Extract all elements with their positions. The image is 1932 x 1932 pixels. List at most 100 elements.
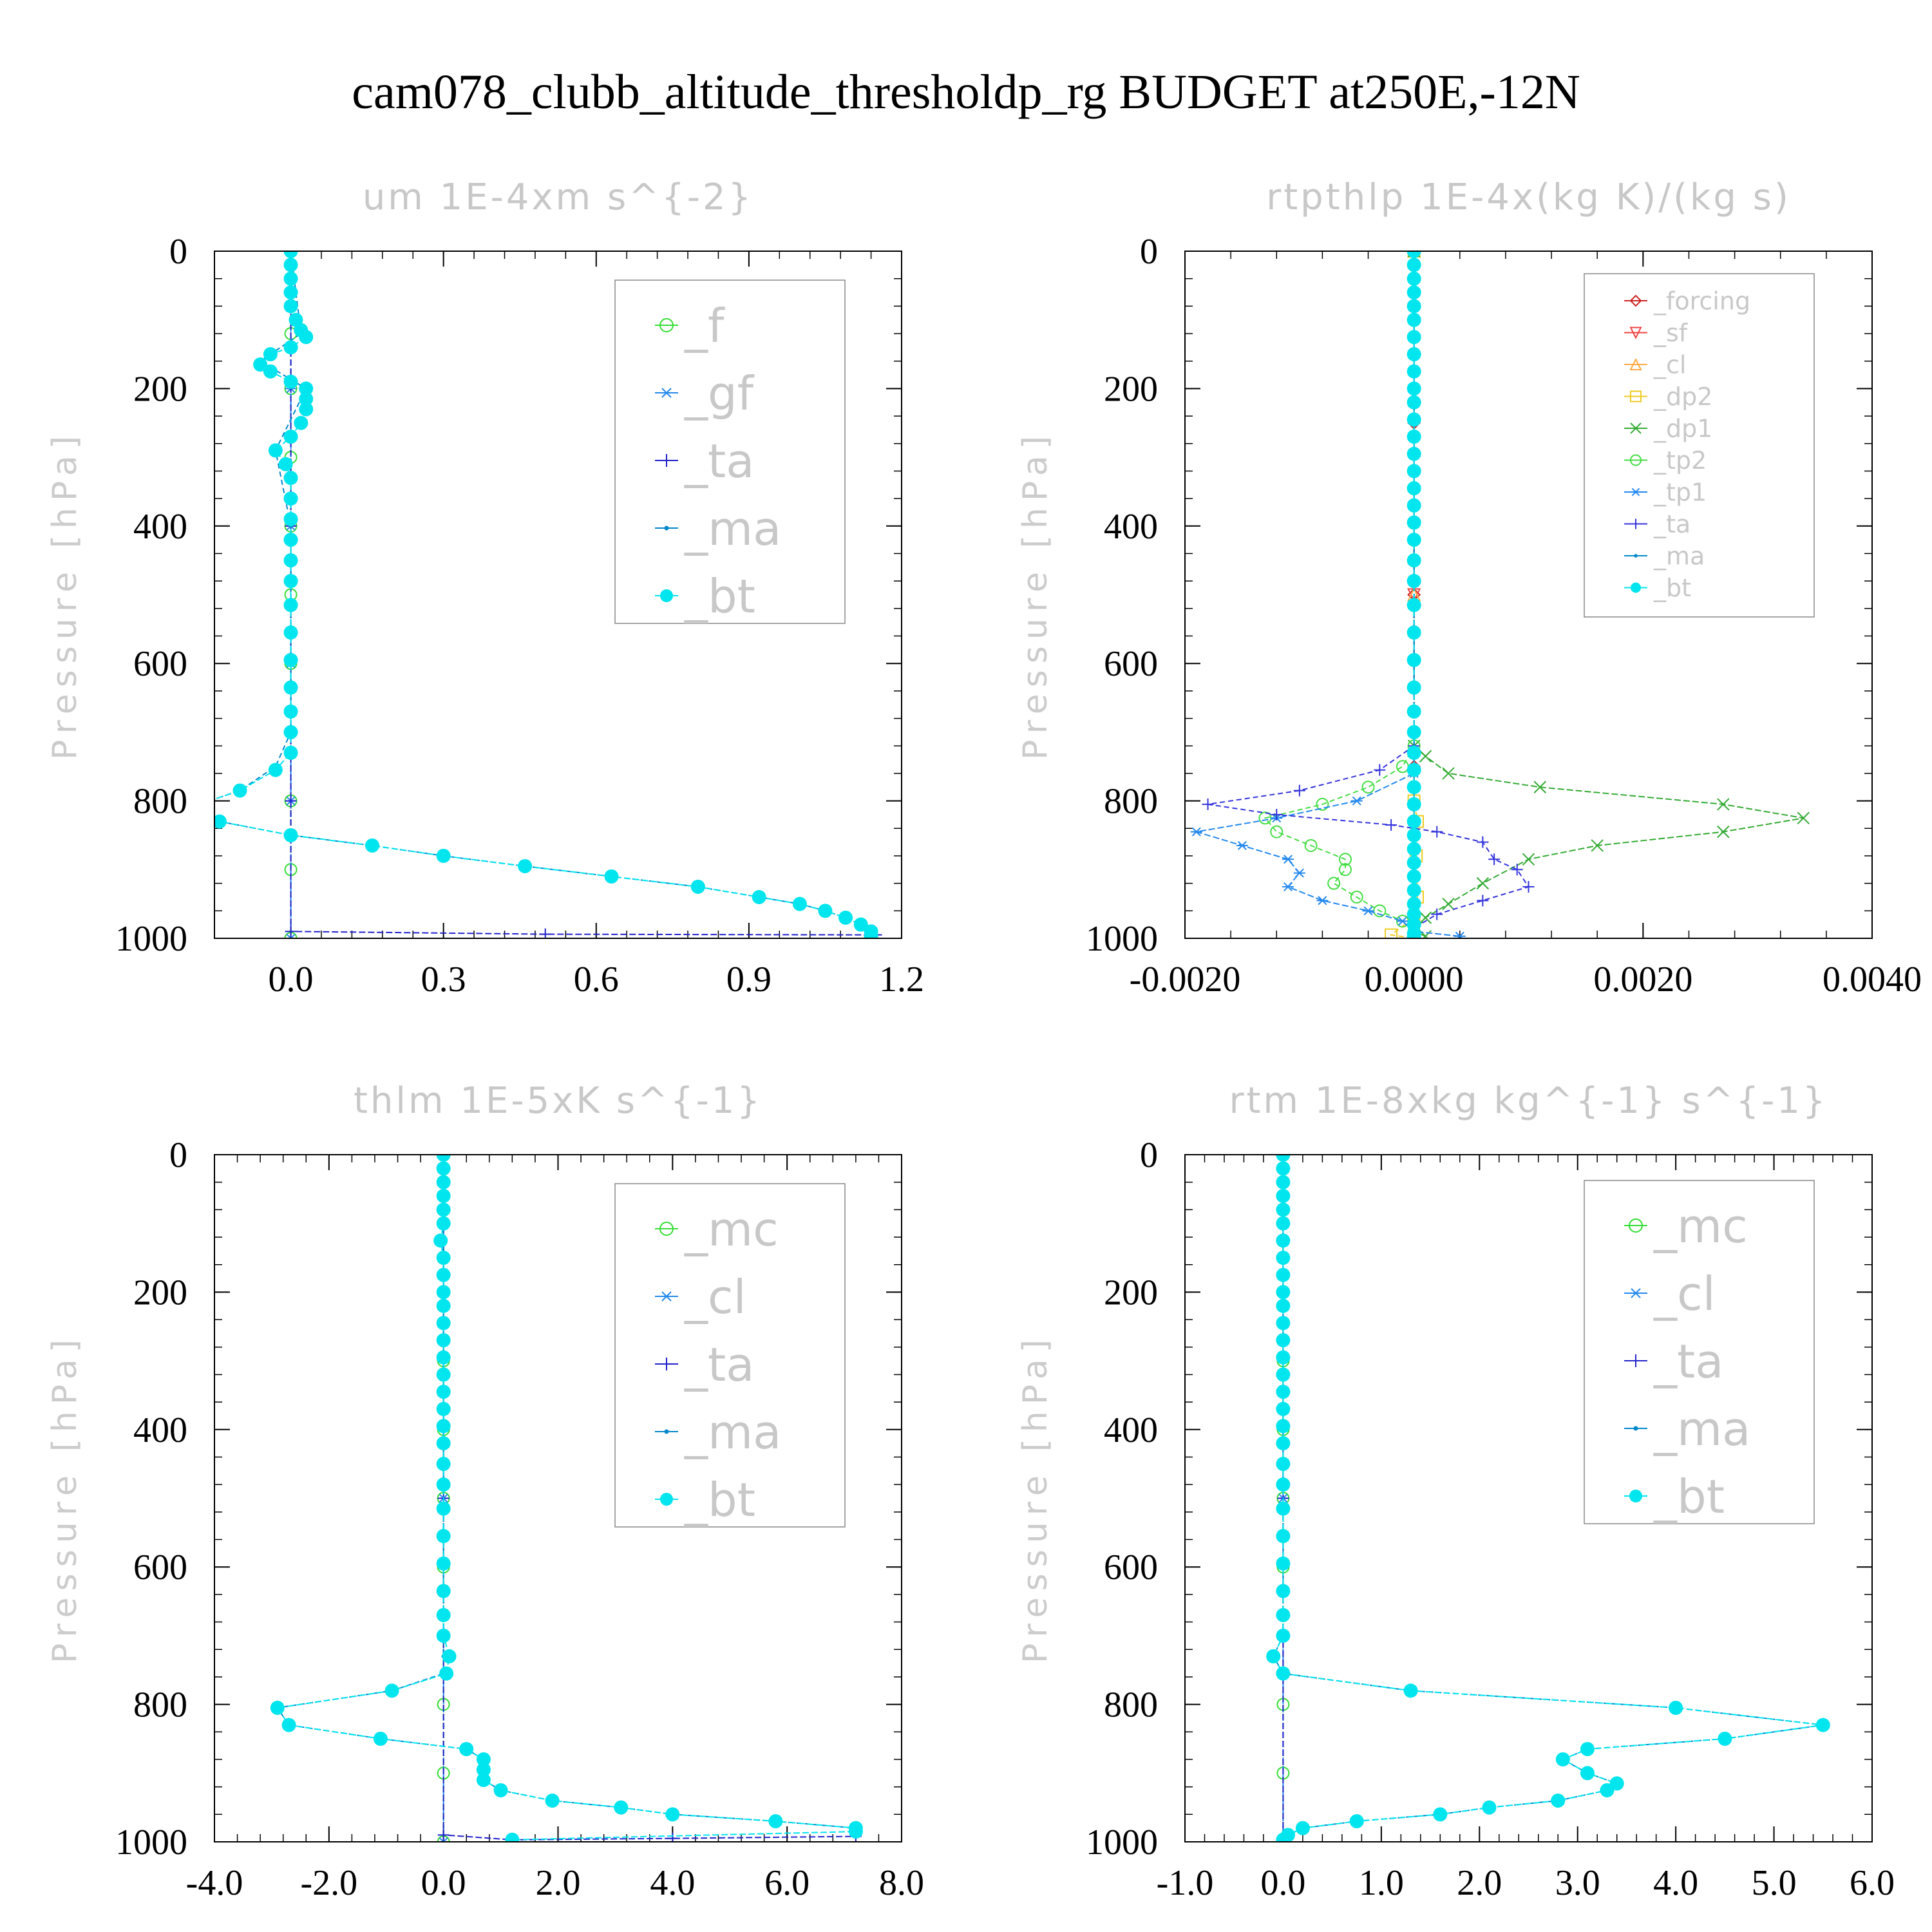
x-tick-label: 0.0 bbox=[1260, 1863, 1305, 1903]
y-axis-label: Pressure [hPa] bbox=[1016, 1333, 1055, 1663]
legend-marker bbox=[664, 1429, 669, 1434]
data-point bbox=[1433, 1807, 1448, 1822]
x-tick-label: 1.0 bbox=[1359, 1863, 1404, 1903]
data-point bbox=[1717, 825, 1730, 838]
data-point bbox=[436, 1285, 451, 1300]
data-point bbox=[436, 1501, 451, 1516]
legend-label: _mc bbox=[1653, 1199, 1748, 1253]
data-point bbox=[283, 625, 298, 640]
data-point bbox=[1271, 808, 1283, 820]
data-point bbox=[436, 1333, 451, 1348]
series-bt bbox=[214, 251, 878, 938]
data-point bbox=[1406, 797, 1421, 811]
data-point bbox=[436, 1316, 451, 1331]
data-point bbox=[1406, 395, 1421, 410]
panel-title: thlm 1E-5xK s^{-1} bbox=[354, 1080, 762, 1122]
y-tick-label: 1000 bbox=[1086, 1823, 1158, 1862]
plot-area bbox=[270, 1155, 863, 1842]
legend-label: _ta bbox=[684, 1338, 754, 1392]
data-point bbox=[436, 1401, 451, 1416]
data-point bbox=[1406, 907, 1421, 922]
data-point bbox=[283, 553, 298, 568]
legend-marker bbox=[1629, 327, 1642, 339]
data-point bbox=[436, 1477, 451, 1492]
legend: _forcing _sf _cl _dp2 _dp1 _tp2 _tp1 _ta _ma _bt bbox=[1584, 273, 1815, 618]
data-point bbox=[864, 929, 878, 938]
y-tick-label: 600 bbox=[1104, 1548, 1158, 1587]
data-point bbox=[1482, 1800, 1497, 1815]
data-point bbox=[1406, 285, 1421, 300]
data-point bbox=[690, 879, 705, 894]
data-point bbox=[1276, 1367, 1291, 1382]
data-point bbox=[442, 1649, 457, 1663]
data-point bbox=[436, 1155, 451, 1162]
legend-label: _ma bbox=[684, 502, 781, 556]
data-point bbox=[384, 1683, 399, 1698]
y-tick-label: 400 bbox=[1104, 1410, 1158, 1450]
data-point bbox=[1406, 652, 1421, 667]
chart-panels: um 1E-4xm s^{-2} Pressure [hPa] 0.0 0.3 0.6 0… bbox=[46, 176, 1922, 1903]
legend-label: _sf bbox=[1653, 319, 1689, 347]
data-point bbox=[268, 443, 283, 458]
data-point bbox=[1406, 842, 1421, 857]
data-point bbox=[1797, 811, 1810, 824]
data-point bbox=[436, 1529, 451, 1544]
legend-marker bbox=[660, 1358, 673, 1370]
x-tick-label: 6.0 bbox=[764, 1863, 810, 1903]
series-line bbox=[1208, 251, 1530, 938]
data-point bbox=[283, 704, 298, 719]
data-point bbox=[1406, 814, 1421, 829]
series-bt bbox=[1266, 1155, 1830, 1842]
data-point bbox=[283, 251, 298, 258]
data-point bbox=[1522, 853, 1535, 866]
y-tick-label: 1000 bbox=[115, 1823, 187, 1862]
data-point bbox=[263, 364, 278, 379]
x-tick-label: 0.0 bbox=[269, 960, 314, 999]
legend-label: _f bbox=[684, 299, 725, 353]
chart-panel-3: thlm 1E-5xK s^{-1} Pressure [hPa] -4.0 -2.0… bbox=[46, 1080, 924, 1903]
data-point bbox=[283, 512, 298, 527]
data-point bbox=[1511, 864, 1523, 876]
legend-marker bbox=[1631, 518, 1641, 529]
data-point bbox=[1276, 1401, 1291, 1416]
data-point bbox=[437, 1837, 450, 1842]
x-tick-label: 4.0 bbox=[1653, 1863, 1698, 1903]
y-tick-label: 200 bbox=[133, 369, 187, 409]
data-point bbox=[283, 285, 298, 300]
data-point bbox=[1555, 1752, 1570, 1766]
legend: _f _gf _ta _ma _bt bbox=[614, 279, 846, 624]
data-point bbox=[1815, 1718, 1830, 1732]
data-point bbox=[1717, 798, 1730, 811]
y-tick-label: 1000 bbox=[115, 919, 187, 959]
x-tick-label: 0.9 bbox=[726, 960, 772, 999]
legend-marker bbox=[1629, 1288, 1642, 1298]
data-point bbox=[1406, 680, 1421, 695]
data-point bbox=[1609, 1776, 1624, 1791]
data-point bbox=[253, 357, 268, 372]
data-point bbox=[1276, 1175, 1291, 1189]
data-point bbox=[283, 745, 298, 760]
y-axis-label: Pressure [hPa] bbox=[46, 1333, 84, 1663]
legend-marker bbox=[660, 1493, 673, 1506]
data-point bbox=[285, 933, 297, 938]
data-point bbox=[436, 1556, 451, 1571]
legend-label: _ta bbox=[1653, 1334, 1723, 1388]
legend-marker bbox=[1630, 454, 1642, 466]
data-point bbox=[614, 1800, 629, 1815]
data-point bbox=[285, 795, 297, 807]
data-point bbox=[1349, 1814, 1364, 1828]
data-point bbox=[1580, 1741, 1595, 1756]
data-point bbox=[1442, 767, 1455, 780]
data-point bbox=[1276, 1202, 1291, 1217]
data-point bbox=[1442, 897, 1455, 911]
legend-label: _cl bbox=[684, 1270, 746, 1324]
data-point bbox=[294, 415, 308, 430]
legend-label: _ta bbox=[684, 434, 754, 488]
series-line bbox=[1264, 251, 1415, 938]
y-tick-label: 800 bbox=[1104, 782, 1158, 822]
y-tick-label: 0 bbox=[169, 1135, 187, 1175]
data-point bbox=[1293, 784, 1305, 797]
plot-area bbox=[1266, 1155, 1830, 1842]
data-point bbox=[518, 858, 533, 873]
data-point bbox=[1282, 855, 1294, 864]
